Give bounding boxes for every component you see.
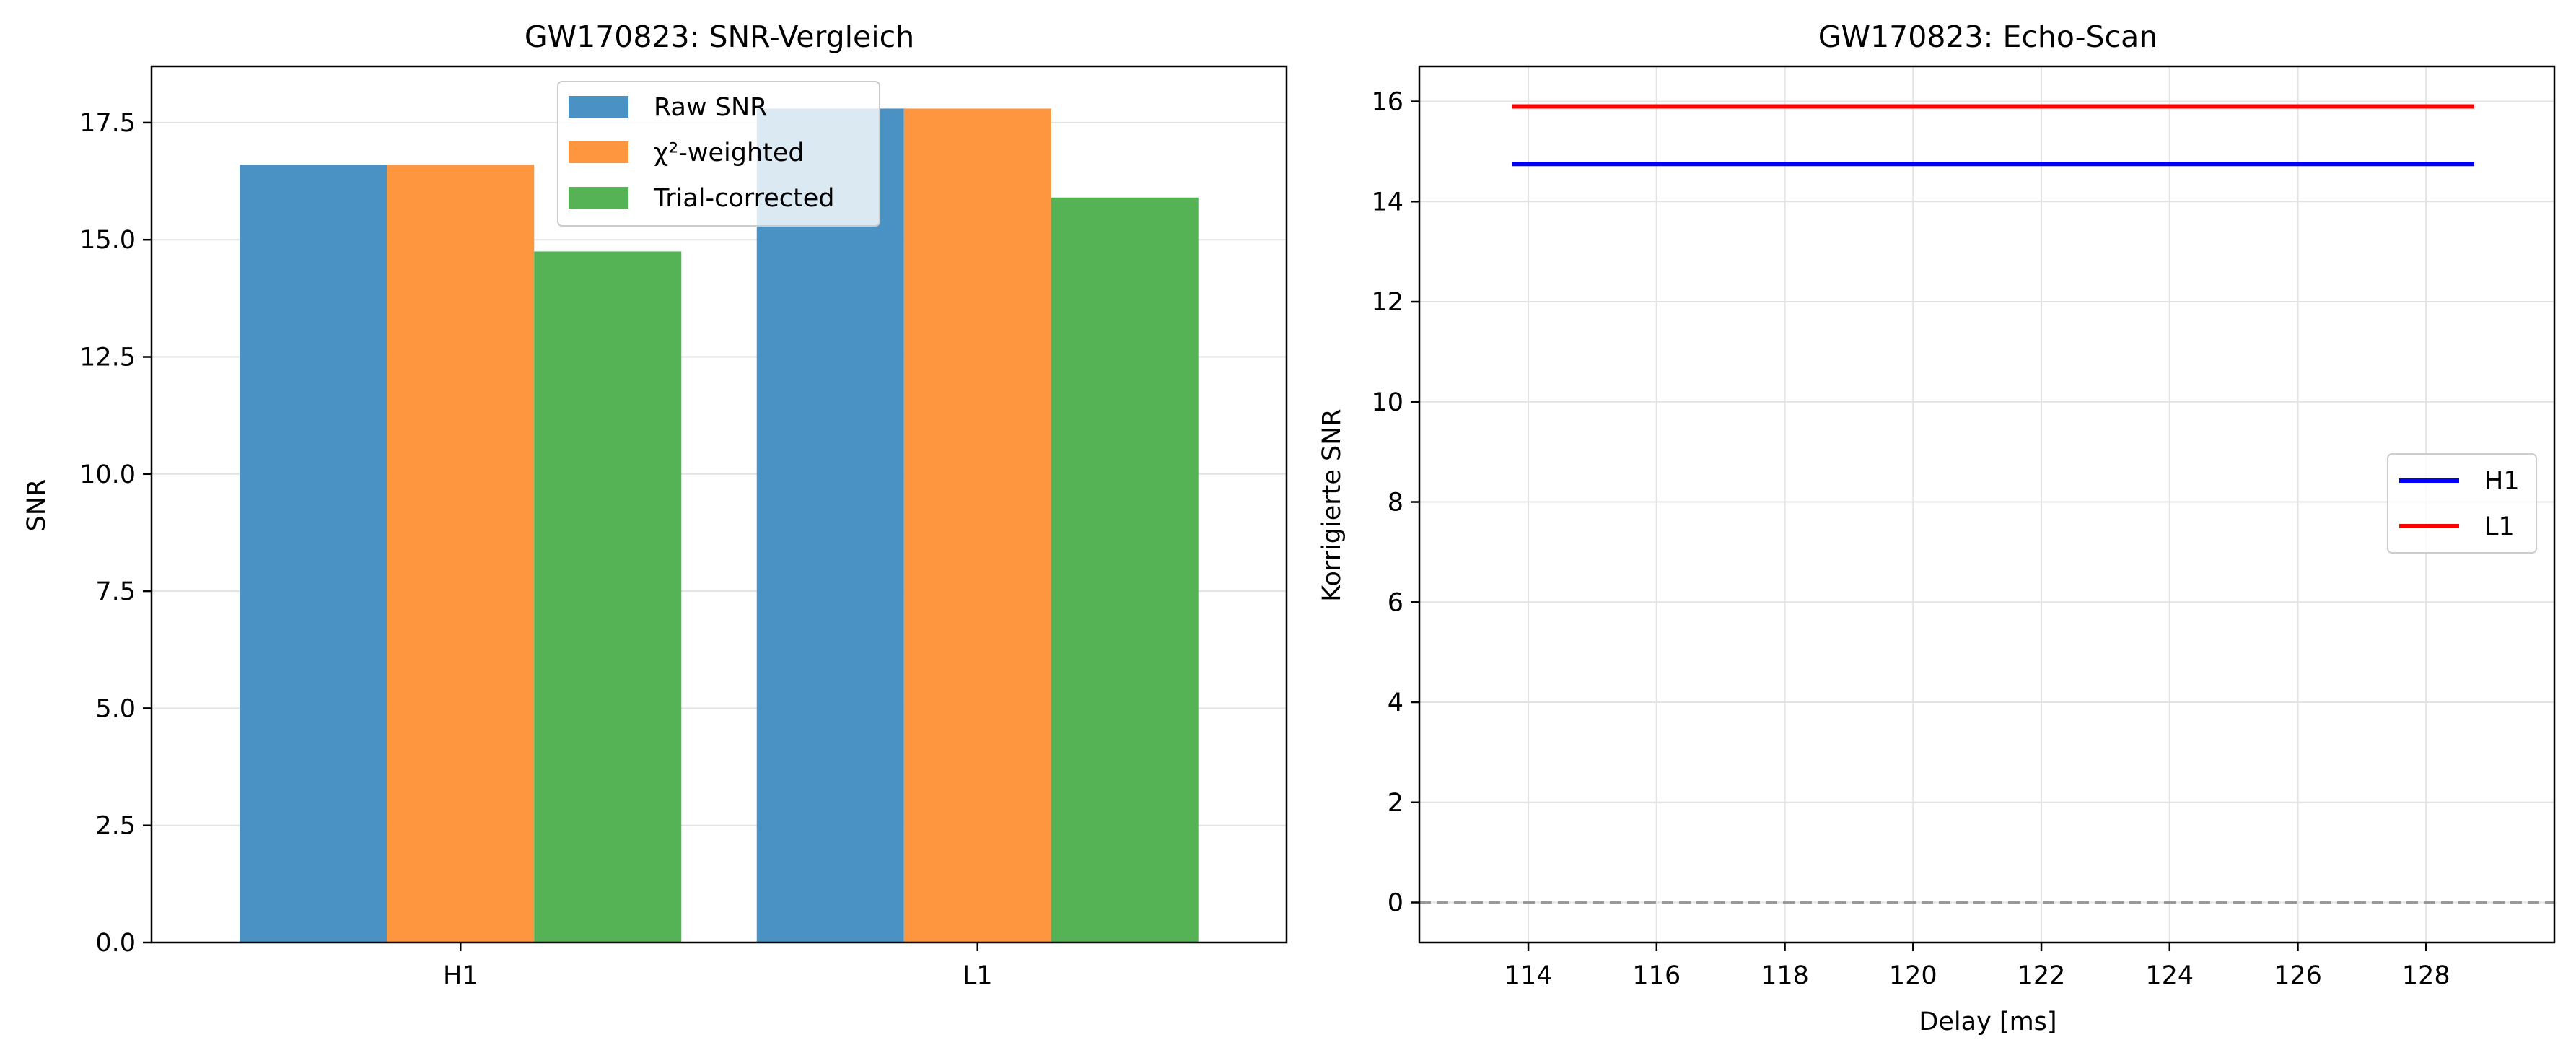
bar-chart-y-tick-label: 10.0 [79, 460, 136, 489]
bar-chart-y-ticks: 0.0 2.5 5.0 7.5 10.0 12.5 15.0 17.5 [79, 109, 152, 958]
bar-chart-y-tick-label: 7.5 [95, 577, 136, 606]
bar-chart-legend-label: Raw SNR [654, 93, 767, 122]
line-chart-x-tick-label: 126 [2274, 961, 2322, 990]
bar-chart-y-tick-label: 15.0 [79, 226, 136, 255]
bar-l1-series-2 [1051, 197, 1199, 943]
line-chart-x-axis-label: Delay [ms] [1919, 1007, 2056, 1036]
line-chart-x-tick-label: 120 [1889, 961, 1937, 990]
bar-chart-y-axis-label: SNR [22, 479, 51, 532]
line-chart-y-tick-label: 12 [1371, 288, 1403, 317]
bar-l1-series-0 [756, 108, 904, 943]
line-chart-title: GW170823: Echo-Scan [1818, 19, 2157, 54]
bar-chart-legend-swatch [569, 187, 628, 209]
bar-chart-bars [240, 108, 1199, 943]
line-chart-legend-label: L1 [2484, 512, 2515, 541]
bar-chart-y-tick-label: 0.0 [95, 929, 136, 958]
bar-chart-legend-label: χ²-weighted [654, 139, 805, 167]
bar-chart-legend-swatch [569, 96, 628, 118]
bar-chart-legend-label: Trial-corrected [653, 184, 834, 213]
line-chart-x-tick-label: 128 [2402, 961, 2450, 990]
bar-chart-y-tick-label: 17.5 [79, 109, 136, 138]
bar-chart-y-tick-label: 5.0 [95, 694, 136, 723]
line-chart-plot-frame [1418, 65, 2556, 944]
bar-l1-series-1 [903, 108, 1051, 943]
bar-chart-y-tick-label: 12.5 [79, 344, 136, 372]
bar-chart-x-ticks: H1 L1 [443, 943, 993, 990]
bar-chart-legend-box [557, 81, 880, 227]
echo-scan-chart: GW170823: Echo-Scan Delay [ms] Korrigier… [1318, 19, 2556, 1036]
snr-comparison-chart: GW170823: SNR-Vergleich SNR 0.0 2.5 5.0 7.5… [22, 19, 1288, 990]
bar-chart-legend: Raw SNR χ²-weighted Trial-corrected [557, 81, 880, 227]
line-chart-x-tick-label: 114 [1504, 961, 1553, 990]
line-chart-x-tick-label: 118 [1761, 961, 1809, 990]
line-chart-y-tick-label: 4 [1388, 688, 1403, 717]
line-chart-x-ticks: 114 116 118 120 122 124 126 128 [1504, 943, 2450, 990]
bar-h1-series-0 [240, 165, 387, 943]
bar-chart-y-tick-label: 2.5 [95, 812, 136, 841]
bar-chart-x-tick-label: L1 [963, 961, 993, 990]
line-chart-y-tick-label: 2 [1388, 789, 1403, 818]
line-chart-x-tick-label: 116 [1632, 961, 1681, 990]
line-chart-y-tick-label: 16 [1371, 88, 1403, 117]
bar-chart-x-tick-label: H1 [443, 961, 478, 990]
line-chart-legend: H1 L1 [2387, 453, 2537, 554]
line-chart-y-tick-label: 10 [1371, 388, 1403, 417]
line-chart-x-tick-label: 124 [2145, 961, 2194, 990]
line-chart-series [1512, 104, 2474, 167]
bar-h1-series-2 [534, 251, 682, 943]
line-chart-y-tick-label: 14 [1371, 188, 1403, 217]
line-chart-y-axis-label: Korrigierte SNR [1318, 408, 1346, 601]
line-chart-x-tick-label: 122 [2018, 961, 2066, 990]
line-chart-grid [1419, 66, 2554, 943]
bar-chart-legend-swatch [569, 141, 628, 163]
line-chart-y-tick-label: 8 [1388, 489, 1403, 517]
line-chart-y-tick-label: 0 [1388, 889, 1403, 918]
bar-h1-series-1 [387, 165, 535, 943]
line-chart-y-tick-label: 6 [1388, 588, 1403, 617]
line-chart-legend-label: H1 [2484, 467, 2520, 496]
line-chart-y-ticks: 0 2 4 6 8 10 12 14 16 [1371, 88, 1419, 918]
bar-chart-plot-frame [150, 65, 1288, 944]
bar-chart-title: GW170823: SNR-Vergleich [525, 19, 914, 54]
